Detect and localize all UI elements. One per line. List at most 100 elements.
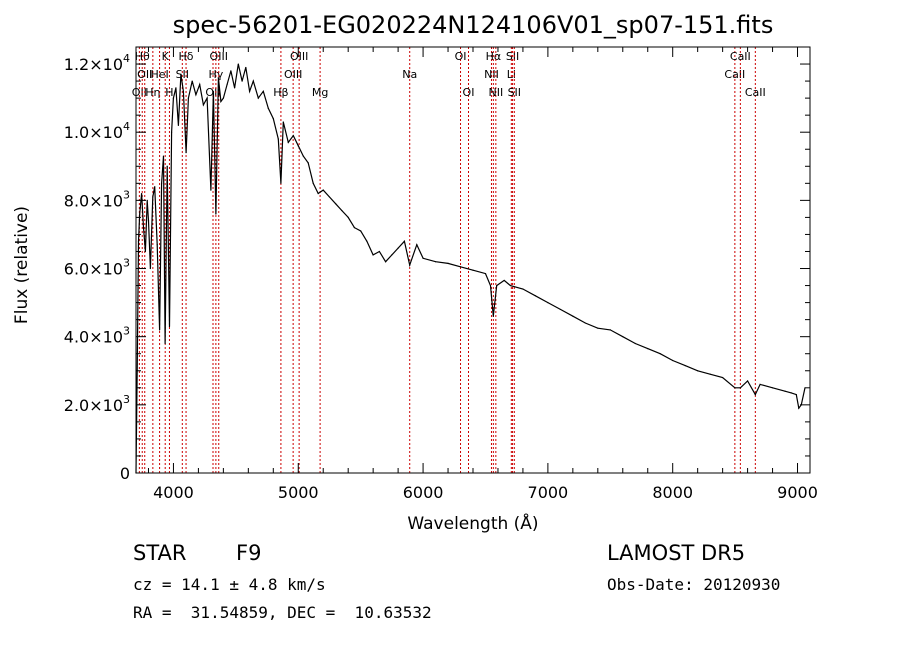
x-tick-label: 7000 bbox=[528, 483, 569, 502]
line-label-15: Mg bbox=[312, 86, 328, 99]
series-point-0-16 bbox=[164, 342, 166, 345]
series-point-0-97 bbox=[647, 348, 649, 350]
series-point-0-26 bbox=[187, 97, 190, 99]
series-point-0-31 bbox=[206, 97, 208, 99]
series-point-0-2 bbox=[137, 240, 140, 242]
line-label-16: Na bbox=[402, 68, 417, 81]
series-point-0-48 bbox=[267, 107, 269, 109]
series-point-0-79 bbox=[459, 266, 462, 268]
x-tick-label: 6000 bbox=[403, 483, 444, 502]
series-point-0-32 bbox=[210, 189, 212, 191]
series-point-0-85 bbox=[503, 279, 505, 282]
series-point-0-64 bbox=[347, 216, 349, 218]
series-point-0-67 bbox=[366, 240, 368, 242]
series-point-0-10 bbox=[152, 196, 154, 198]
line-label-21: NII bbox=[488, 86, 503, 99]
series-point-0-109 bbox=[771, 387, 774, 389]
series-point-0-23 bbox=[180, 73, 182, 75]
series-point-0-96 bbox=[634, 342, 636, 345]
x-tick-label: 9000 bbox=[777, 483, 818, 502]
series-point-0-37 bbox=[222, 97, 224, 99]
series-point-0-51 bbox=[280, 182, 282, 184]
series-point-0-94 bbox=[609, 329, 611, 331]
line-label-17: OI bbox=[455, 50, 467, 63]
series-point-0-29 bbox=[199, 83, 201, 86]
series-point-0-90 bbox=[559, 308, 561, 311]
series-point-0-12 bbox=[156, 244, 158, 246]
series-point-0-65 bbox=[353, 227, 356, 229]
series-point-0-36 bbox=[220, 100, 222, 103]
series-point-0-42 bbox=[241, 80, 243, 82]
series-point-0-63 bbox=[341, 209, 343, 212]
series-point-0-98 bbox=[659, 353, 661, 355]
plot-axes: 4000 5000 6000 7000 8000 9000 0 2.0×103 4.0×103 6… bbox=[64, 46, 818, 502]
series-point-0-111 bbox=[790, 392, 792, 394]
object-subclass: F9 bbox=[236, 541, 262, 565]
series-point-0-58 bbox=[312, 182, 314, 184]
line-label-25: CaII bbox=[724, 68, 745, 81]
series-point-0-18 bbox=[168, 325, 171, 328]
series-point-0-76 bbox=[422, 257, 424, 259]
series-point-0-21 bbox=[175, 87, 177, 89]
series-point-0-50 bbox=[277, 138, 279, 140]
series-point-0-54 bbox=[292, 135, 294, 137]
series-point-0-3 bbox=[139, 213, 141, 215]
line-label-24: SII bbox=[508, 86, 521, 99]
series-point-0-78 bbox=[447, 262, 449, 265]
series-point-0-69 bbox=[378, 250, 380, 253]
series-point-0-82 bbox=[489, 284, 492, 287]
redshift-velocity: cz = 14.1 ± 4.8 km/s bbox=[133, 575, 326, 594]
series-point-0-113 bbox=[798, 407, 800, 409]
series-point-0-6 bbox=[144, 250, 146, 253]
series-point-0-81 bbox=[484, 273, 487, 275]
line-label-8: Hδ bbox=[179, 50, 194, 63]
line-label-18: OI bbox=[463, 86, 475, 99]
series-point-0-89 bbox=[547, 302, 549, 304]
series-point-0-44 bbox=[248, 90, 251, 92]
series-point-0-93 bbox=[597, 327, 599, 329]
series-point-0-86 bbox=[509, 284, 512, 287]
series-point-0-19 bbox=[170, 131, 173, 133]
line-label-22: Li bbox=[507, 68, 516, 81]
series-point-0-72 bbox=[397, 247, 399, 249]
series-point-0-35 bbox=[217, 77, 219, 79]
series-point-0-91 bbox=[572, 315, 574, 317]
series-point-0-66 bbox=[360, 230, 362, 232]
line-label-27: CaII bbox=[745, 86, 766, 99]
series-point-0-9 bbox=[149, 267, 151, 270]
series-point-0-40 bbox=[234, 87, 236, 89]
series-point-0-30 bbox=[202, 104, 204, 106]
chart-title: spec-56201-EG020224N124106V01_sp07-151.f… bbox=[173, 11, 774, 39]
series-point-0-27 bbox=[191, 80, 193, 82]
line-label-4: HeI bbox=[150, 68, 168, 81]
series-point-0-5 bbox=[142, 227, 145, 229]
y-tick-label: 8.0×103 bbox=[64, 188, 130, 210]
series-point-0-73 bbox=[403, 240, 405, 242]
sky-coordinates: RA = 31.54859, DEC = 10.63532 bbox=[133, 603, 432, 622]
spectrum-series bbox=[135, 63, 806, 474]
series-point-0-25 bbox=[185, 152, 187, 154]
series-point-0-88 bbox=[534, 295, 537, 297]
series-point-0-24 bbox=[182, 90, 185, 92]
line-label-13: OIII bbox=[284, 68, 302, 81]
series-point-0-57 bbox=[307, 162, 309, 164]
plot-frame bbox=[135, 46, 811, 474]
series-point-0-106 bbox=[746, 380, 749, 382]
x-tick-label: 5000 bbox=[278, 483, 319, 502]
series-line-0 bbox=[135, 63, 806, 474]
y-tick-label: 1.0×104 bbox=[64, 120, 130, 142]
line-label-12: Hβ bbox=[273, 86, 288, 99]
series-point-0-39 bbox=[230, 70, 232, 72]
line-label-3: Hη bbox=[145, 86, 160, 99]
series-point-0-83 bbox=[492, 315, 494, 317]
series-point-0-103 bbox=[722, 376, 724, 379]
series-point-0-53 bbox=[287, 141, 289, 144]
series-point-0-28 bbox=[195, 94, 197, 96]
series-point-0-43 bbox=[245, 66, 247, 69]
series-point-0-47 bbox=[262, 90, 264, 92]
series-point-0-56 bbox=[302, 155, 304, 157]
line-label-19: NII bbox=[484, 68, 499, 81]
series-point-0-7 bbox=[146, 199, 148, 201]
series-point-0-75 bbox=[416, 244, 418, 246]
